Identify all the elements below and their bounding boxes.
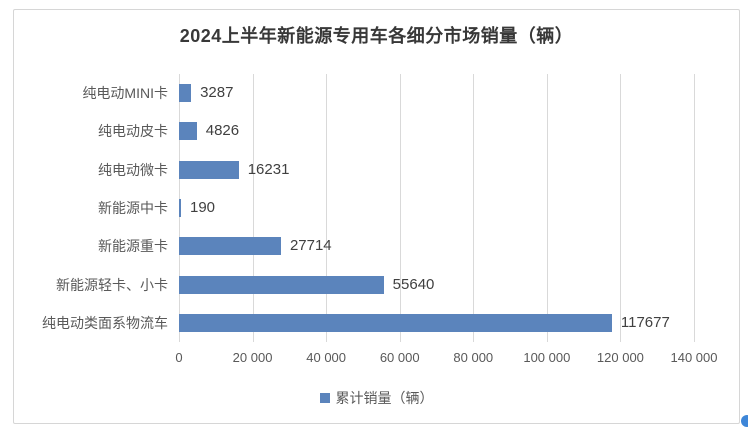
category-label: 新能源重卡 [98, 238, 168, 255]
value-label: 117677 [620, 313, 670, 331]
plot-area: 3287 4826 16231 190 27714 55640 117677 [179, 74, 695, 342]
x-tick-label: 80 000 [453, 350, 494, 365]
chart-area: 2024上半年新能源专用车各细分市场销量（辆） 3287 4826 16231 190… [13, 9, 740, 424]
category-label: 纯电动类面系物流车 [42, 314, 168, 331]
legend-label: 累计销量（辆） [335, 390, 434, 406]
gridline [326, 74, 328, 342]
chart-title: 2024上半年新能源专用车各细分市场销量（辆） [179, 26, 574, 46]
gridline [252, 74, 254, 342]
gridline [399, 74, 401, 342]
x-tick-label: 100 000 [523, 350, 571, 365]
gridline [473, 74, 475, 342]
bar [179, 160, 239, 179]
bar [179, 313, 612, 332]
value-label: 55640 [392, 275, 435, 293]
value-label: 190 [190, 199, 216, 216]
category-label: 新能源中卡 [98, 200, 168, 216]
bar [179, 122, 197, 141]
category-label: 纯电动微卡 [98, 161, 168, 178]
x-tick-label: 40 000 [306, 350, 347, 365]
category-label: 纯电动MINI卡 [82, 85, 168, 102]
value-label: 27714 [289, 237, 332, 255]
gridline [620, 74, 622, 342]
value-label: 3287 [200, 84, 234, 102]
legend-swatch-icon [319, 393, 330, 403]
watermark-logo-icon [741, 415, 748, 427]
bar [179, 237, 281, 256]
x-tick-label: 120 000 [596, 350, 644, 365]
value-label: 16231 [247, 160, 290, 178]
value-label: 4826 [205, 122, 240, 140]
legend: 累计销量（辆） [14, 388, 739, 408]
category-label: 纯电动皮卡 [98, 123, 168, 140]
x-tick-label: 60 000 [379, 350, 420, 365]
bar [179, 84, 192, 103]
x-tick-label: 0 [175, 350, 183, 365]
bar [179, 275, 384, 294]
x-tick-label: 20 000 [232, 350, 273, 365]
gridline [546, 74, 548, 342]
gridline [694, 74, 695, 342]
bar [179, 199, 181, 217]
x-tick-label: 140 000 [670, 350, 718, 365]
category-label: 新能源轻卡、小卡 [56, 276, 168, 293]
